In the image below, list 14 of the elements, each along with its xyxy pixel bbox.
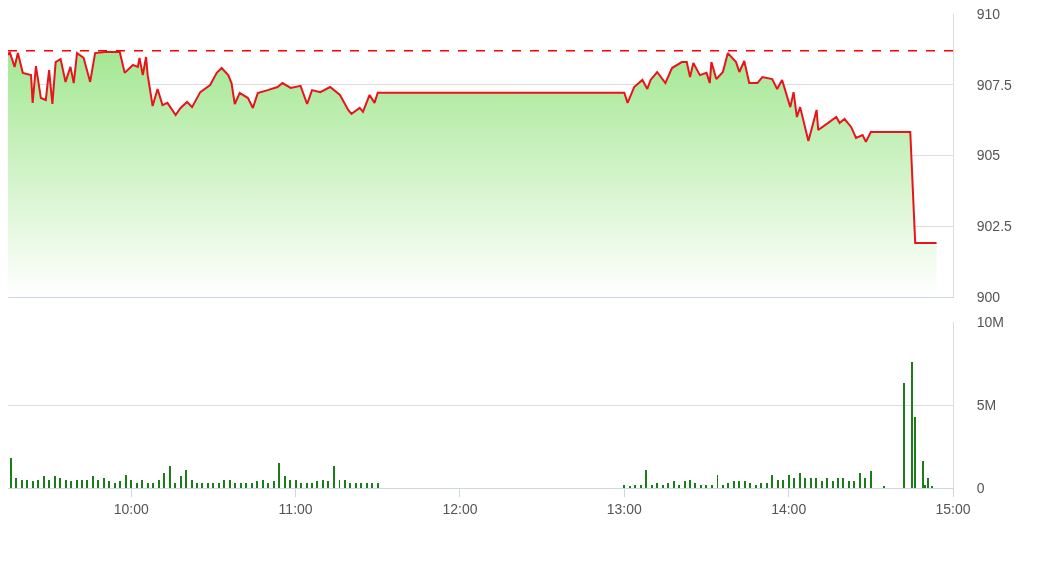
x-tick-label: 12:00 xyxy=(442,500,478,517)
y-tick-label: 900 xyxy=(976,288,1001,305)
y-tick-label: 910 xyxy=(976,5,1001,22)
y-tick-label: 0 xyxy=(976,479,985,496)
y-tick-label: 905 xyxy=(976,147,1001,164)
x-tick-label: 13:00 xyxy=(606,500,643,517)
x-tick-label: 10:00 xyxy=(113,500,149,517)
y-tick-label: 5M xyxy=(976,396,997,413)
y-tick-label: 10M xyxy=(976,313,1005,330)
x-tick-label: 15:00 xyxy=(935,500,971,517)
x-tick-label: 14:00 xyxy=(771,500,807,517)
x-tick-label: 11:00 xyxy=(278,500,313,517)
y-tick-label: 902.5 xyxy=(976,218,1013,235)
y-tick-label: 907.5 xyxy=(976,76,1013,93)
